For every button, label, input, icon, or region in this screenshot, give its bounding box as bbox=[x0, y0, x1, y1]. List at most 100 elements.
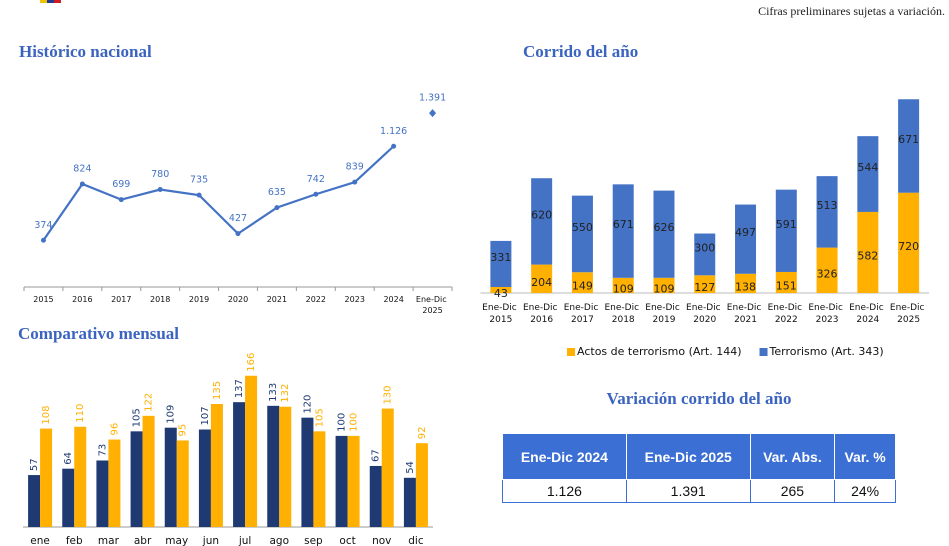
bar bbox=[279, 406, 292, 527]
data-label: 92 bbox=[417, 426, 428, 439]
bar-segment bbox=[571, 195, 593, 273]
data-label: 107 bbox=[200, 406, 211, 425]
data-label: 300 bbox=[694, 241, 715, 254]
data-label: 67 bbox=[371, 449, 382, 462]
data-label: 149 bbox=[572, 280, 593, 293]
bar-segment bbox=[775, 189, 797, 272]
logo-stripe bbox=[47, 0, 54, 3]
bar bbox=[415, 443, 428, 527]
bar bbox=[164, 427, 177, 527]
x-tick-label: Ene-Dic 2015 bbox=[482, 303, 519, 325]
x-tick-label: Ene-Dic 2025 bbox=[416, 295, 449, 315]
point bbox=[352, 179, 358, 185]
bar bbox=[142, 415, 155, 527]
point bbox=[79, 181, 85, 187]
chart-title: Histórico nacional bbox=[19, 42, 152, 61]
bar bbox=[40, 428, 53, 527]
x-tick-label: 2022 bbox=[306, 295, 326, 304]
x-tick-label: dic bbox=[408, 535, 424, 546]
point bbox=[157, 187, 163, 192]
data-label: 130 bbox=[383, 385, 394, 404]
bar-segment bbox=[531, 178, 553, 265]
x-tick-label: 2021 bbox=[267, 295, 287, 304]
data-label: 626 bbox=[653, 221, 674, 234]
header-cell: Var. % bbox=[834, 433, 896, 480]
data-label: 109 bbox=[653, 282, 674, 295]
data-label: 73 bbox=[97, 444, 108, 457]
data-label: 132 bbox=[280, 384, 291, 403]
data-label: 620 bbox=[531, 208, 552, 221]
bar-segment bbox=[816, 247, 838, 293]
bar-segment bbox=[694, 233, 716, 276]
bar bbox=[74, 426, 87, 527]
logo-stripe bbox=[40, 0, 47, 3]
cell: 265 bbox=[749, 479, 836, 503]
x-tick-label: 2015 bbox=[33, 295, 53, 304]
bar-segment bbox=[857, 136, 879, 212]
bar bbox=[335, 435, 348, 527]
data-label: 374 bbox=[34, 220, 52, 231]
data-label: 331 bbox=[490, 251, 511, 264]
data-label: 109 bbox=[166, 405, 177, 424]
data-label: 110 bbox=[75, 404, 86, 423]
cell: 1.391 bbox=[625, 479, 751, 503]
data-label: 137 bbox=[234, 379, 245, 398]
data-label: 582 bbox=[857, 249, 878, 262]
x-tick-label: 2020 bbox=[228, 295, 248, 304]
bar bbox=[28, 475, 41, 527]
bar-segment bbox=[612, 277, 634, 293]
x-tick-label: ago bbox=[269, 535, 289, 546]
x-tick-label: 2018 bbox=[150, 295, 170, 304]
x-tick-label: Ene-Dic 2019 bbox=[645, 303, 682, 325]
bar-segment bbox=[694, 275, 716, 293]
point bbox=[391, 143, 397, 149]
bar-segment bbox=[571, 272, 593, 293]
data-label: 43 bbox=[494, 287, 508, 300]
data-label: 671 bbox=[898, 133, 919, 146]
header-cell: Ene-Dic 2025 bbox=[625, 433, 751, 480]
legend-label: Actos de terrorismo (Art. 144) bbox=[577, 345, 742, 358]
bar-segment bbox=[898, 99, 920, 193]
data-label: 326 bbox=[817, 267, 838, 280]
x-tick-label: feb bbox=[66, 535, 83, 546]
x-tick-label: 2023 bbox=[345, 295, 365, 304]
bar-segment bbox=[816, 176, 838, 248]
bar-segment bbox=[653, 277, 675, 293]
x-tick-label: Ene-Dic 2016 bbox=[523, 303, 560, 325]
x-tick-label: 2017 bbox=[111, 295, 131, 304]
x-tick-label: Ene-Dic 2022 bbox=[768, 303, 805, 325]
x-tick-label: sep bbox=[304, 535, 323, 546]
data-label: 127 bbox=[694, 281, 715, 294]
data-label: 105 bbox=[132, 408, 143, 427]
line-series bbox=[42, 145, 395, 241]
x-tick-label: mar bbox=[98, 535, 120, 546]
data-label: 544 bbox=[857, 161, 878, 174]
x-tick-label: Ene-Dic 2018 bbox=[604, 303, 641, 325]
data-label: 591 bbox=[776, 218, 797, 231]
point bbox=[235, 231, 241, 237]
bar bbox=[313, 431, 326, 527]
data-label: 135 bbox=[212, 381, 223, 400]
x-tick-label: 2016 bbox=[72, 295, 92, 304]
point bbox=[118, 197, 124, 203]
point bbox=[40, 237, 46, 243]
data-label: 57 bbox=[29, 458, 40, 471]
chart-title: Corrido del año bbox=[523, 42, 638, 61]
x-tick-label: Ene-Dic 2025 bbox=[890, 303, 927, 325]
bar-segment bbox=[531, 264, 553, 293]
x-tick-label: Ene-Dic 2020 bbox=[686, 303, 723, 325]
bar bbox=[233, 402, 246, 527]
bar bbox=[96, 460, 109, 527]
data-label: 166 bbox=[246, 353, 257, 372]
data-label: 735 bbox=[190, 175, 208, 186]
bar-segment bbox=[612, 184, 634, 278]
bar-segment bbox=[857, 211, 879, 293]
x-tick-label: oct bbox=[339, 535, 355, 546]
point bbox=[429, 109, 437, 118]
data-label: 109 bbox=[613, 282, 634, 295]
point bbox=[196, 192, 202, 198]
bar bbox=[301, 417, 314, 527]
data-label: 513 bbox=[817, 199, 838, 212]
bar bbox=[176, 440, 189, 527]
